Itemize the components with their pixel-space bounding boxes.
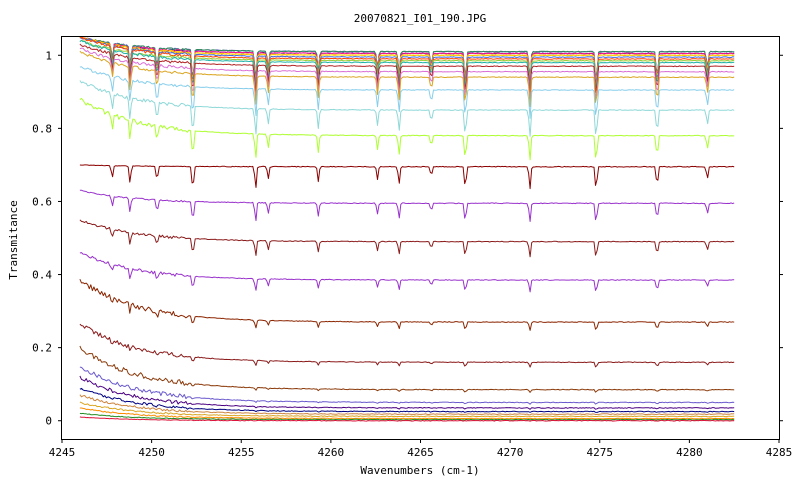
y-axis: 0 0.2 0.4 0.6 0.8 1 bbox=[32, 49, 783, 428]
series-line bbox=[79, 66, 735, 119]
series-line bbox=[79, 80, 735, 137]
series-line bbox=[79, 407, 735, 420]
y-tick-label: 1 bbox=[45, 49, 52, 62]
series-layer bbox=[79, 36, 735, 422]
series-line bbox=[79, 37, 735, 89]
series-line bbox=[79, 36, 735, 86]
series-line bbox=[79, 252, 735, 293]
y-tick-label: 0.2 bbox=[32, 342, 52, 355]
series-line bbox=[79, 36, 735, 84]
y-axis-label: Transmitance bbox=[7, 200, 20, 279]
series-line bbox=[79, 219, 735, 258]
y-tick-label: 0.8 bbox=[32, 122, 52, 135]
x-axis-label: Wavenumbers (cm-1) bbox=[360, 464, 479, 477]
series-line bbox=[79, 36, 735, 87]
series-line bbox=[79, 375, 735, 410]
series-line bbox=[79, 345, 735, 393]
series-line bbox=[79, 40, 735, 92]
y-tick-label: 0 bbox=[45, 415, 52, 428]
x-tick-label: 4280 bbox=[676, 446, 703, 459]
series-line bbox=[79, 97, 735, 161]
chart-title: 20070821_I01_190.JPG bbox=[354, 12, 486, 25]
series-line bbox=[79, 387, 735, 413]
x-tick-label: 4250 bbox=[138, 446, 165, 459]
series-line bbox=[79, 189, 735, 222]
x-axis: 4245 4250 4255 4260 4265 4270 4275 4280 4285 bbox=[49, 439, 793, 459]
series-line bbox=[79, 39, 735, 94]
series-line bbox=[79, 50, 735, 108]
series-line bbox=[79, 366, 735, 405]
x-tick-label: 4265 bbox=[407, 446, 434, 459]
series-line bbox=[79, 394, 735, 416]
y-tick-label: 0.6 bbox=[32, 195, 52, 208]
series-line bbox=[79, 164, 735, 190]
x-tick-label: 4245 bbox=[49, 446, 76, 459]
x-tick-label: 4285 bbox=[766, 446, 793, 459]
x-tick-label: 4270 bbox=[497, 446, 524, 459]
series-line bbox=[79, 47, 735, 102]
series-line bbox=[79, 36, 735, 91]
series-line bbox=[79, 43, 735, 97]
series-line bbox=[79, 416, 735, 422]
x-tick-label: 4275 bbox=[587, 446, 614, 459]
x-tick-label: 4255 bbox=[228, 446, 255, 459]
series-line bbox=[79, 279, 735, 331]
y-tick-label: 0.4 bbox=[32, 269, 52, 282]
series-line bbox=[79, 401, 735, 418]
x-tick-label: 4260 bbox=[318, 446, 345, 459]
series-line bbox=[79, 412, 735, 421]
series-line bbox=[79, 323, 735, 368]
